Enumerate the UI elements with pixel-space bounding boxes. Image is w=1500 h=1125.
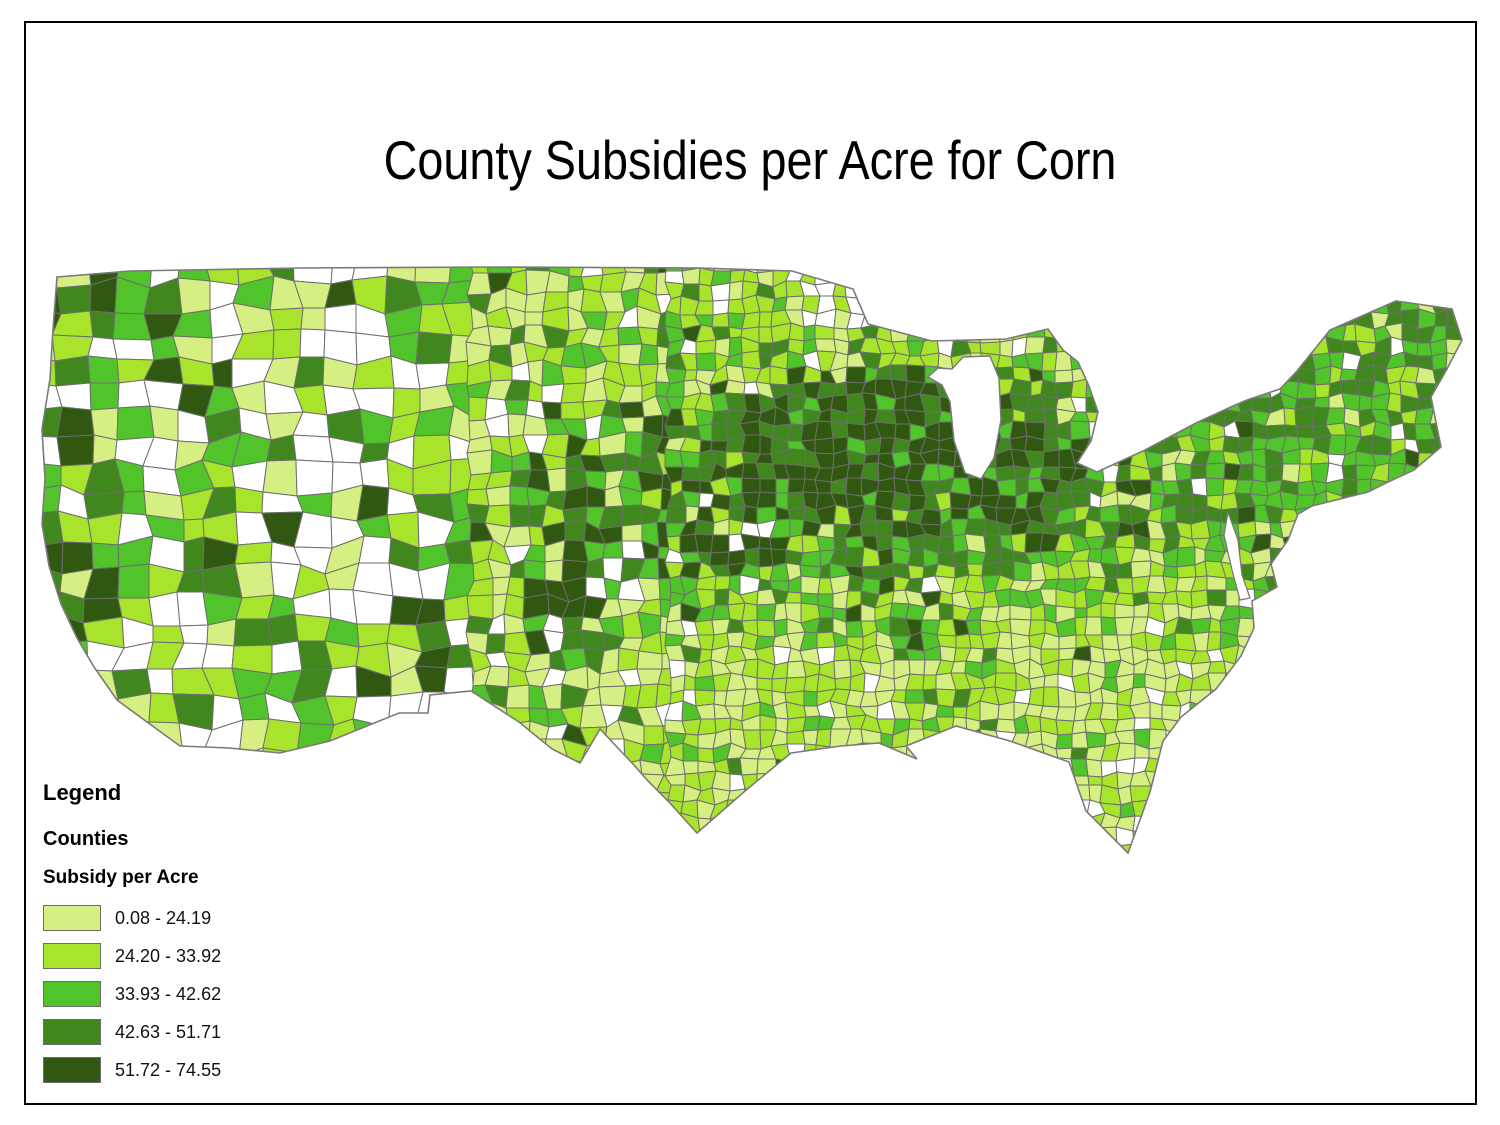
counties-layer bbox=[42, 267, 1462, 853]
legend-swatch bbox=[43, 1057, 101, 1083]
legend-class-label: 0.08 - 24.19 bbox=[115, 907, 212, 928]
legend-class-label: 42.63 - 51.71 bbox=[115, 1021, 222, 1042]
legend-swatch bbox=[43, 981, 101, 1007]
legend-class-row: 42.63 - 51.71 bbox=[43, 1013, 221, 1051]
legend-class-row: 51.72 - 74.55 bbox=[43, 1051, 221, 1089]
legend-class-label: 33.93 - 42.62 bbox=[115, 983, 222, 1004]
lake-michigan-water bbox=[926, 355, 1002, 480]
legend-heading: Legend bbox=[43, 780, 122, 805]
map-title-text: County Subsidies per Acre for Corn bbox=[383, 129, 1117, 191]
us-coastline bbox=[41, 266, 1463, 855]
legend-swatch bbox=[43, 943, 101, 969]
chesapeake-bay-water bbox=[1223, 509, 1251, 601]
legend: Legend Counties Subsidy per Acre 0.08 - … bbox=[43, 780, 221, 1089]
map-title: County Subsidies per Acre for Corn bbox=[0, 128, 1500, 192]
legend-classes: 0.08 - 24.19 24.20 - 33.92 33.93 - 42.62 42… bbox=[43, 899, 221, 1089]
legend-swatch bbox=[43, 1019, 101, 1045]
legend-class-row: 0.08 - 24.19 bbox=[43, 899, 221, 937]
legend-layer-name: Counties bbox=[43, 828, 129, 850]
legend-class-label: 51.72 - 74.55 bbox=[115, 1059, 222, 1080]
legend-class-label: 24.20 - 33.92 bbox=[115, 945, 222, 966]
legend-class-row: 24.20 - 33.92 bbox=[43, 937, 221, 975]
legend-swatch bbox=[43, 905, 101, 931]
legend-class-row: 33.93 - 42.62 bbox=[43, 975, 221, 1013]
legend-field-label: Subsidy per Acre bbox=[43, 867, 199, 888]
